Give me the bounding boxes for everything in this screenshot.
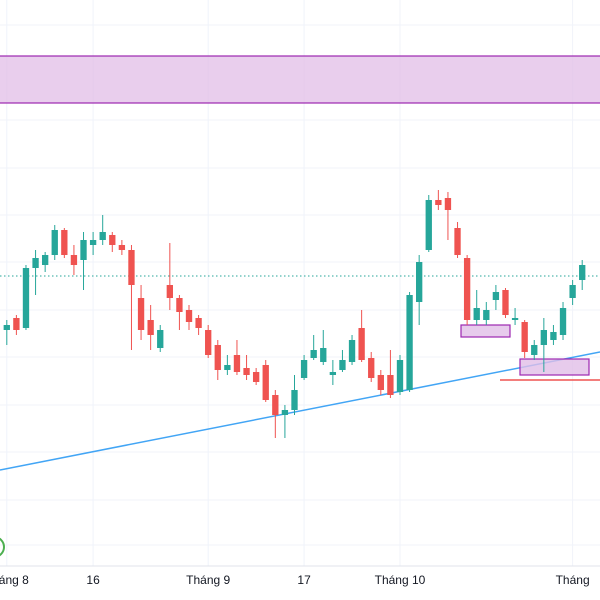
candle-body — [300, 360, 308, 378]
time-axis-labels: Tháng 8 16 Tháng 9 17 Tháng 10 Tháng — [0, 573, 590, 587]
candle-body — [329, 372, 337, 375]
resistance-zone — [0, 55, 600, 104]
candle-body — [463, 258, 471, 320]
candle-body — [550, 332, 557, 340]
x-tick-label: 17 — [297, 573, 311, 587]
candle-body — [137, 298, 145, 330]
candle-body — [406, 295, 413, 390]
candle-body — [502, 290, 509, 315]
candle-body — [473, 308, 480, 320]
candle-body — [368, 358, 375, 378]
x-tick-label: Tháng 8 — [0, 573, 29, 587]
candle-body — [89, 240, 97, 245]
candle-body — [109, 235, 116, 245]
candle-body — [128, 250, 135, 285]
candle-body — [387, 375, 394, 395]
candle-body — [214, 345, 221, 370]
horizontal-grid — [0, 24, 600, 546]
candle-body — [3, 325, 10, 330]
x-tick-label: Tháng 10 — [375, 573, 426, 587]
candle-body — [559, 308, 567, 335]
candle-body — [118, 245, 126, 250]
candle-body — [195, 318, 202, 328]
x-tick-label: Tháng 9 — [186, 573, 230, 587]
candle-body — [166, 285, 173, 298]
candle-body — [310, 350, 317, 358]
candle-body — [416, 262, 423, 302]
candle-body — [32, 258, 39, 268]
candle-body — [185, 310, 193, 322]
candle-body — [147, 320, 154, 335]
candles — [3, 190, 586, 438]
candle-body — [80, 240, 87, 260]
candle-body — [22, 268, 30, 328]
candle-body — [348, 340, 356, 362]
candle-body — [99, 232, 106, 240]
candle-body — [521, 322, 528, 352]
candle-body — [444, 198, 452, 210]
candle-body — [233, 355, 241, 372]
candle-body — [41, 255, 49, 265]
candle-body — [243, 368, 250, 375]
candle-body — [272, 395, 279, 415]
candle-body — [224, 365, 231, 370]
candle-body — [320, 348, 327, 362]
candle-body — [51, 230, 58, 255]
candle-body — [483, 310, 490, 320]
candle-body — [358, 328, 365, 360]
x-tick-label: 16 — [86, 573, 100, 587]
candle-body — [396, 360, 404, 392]
candle-body — [262, 365, 269, 400]
trend-line — [0, 351, 600, 471]
candle-body — [205, 330, 212, 355]
candle-body — [435, 200, 442, 205]
candle-body — [569, 285, 576, 298]
candle-body — [13, 318, 20, 330]
candle-body — [339, 360, 346, 370]
candle-body — [157, 330, 164, 348]
box-marker — [519, 358, 590, 376]
candle-body — [511, 318, 519, 320]
candle-body — [61, 230, 68, 255]
candle-body — [291, 390, 298, 410]
box-marker — [460, 324, 511, 338]
candle-body — [579, 265, 586, 280]
candle-body — [454, 228, 461, 255]
candle-body — [425, 200, 432, 250]
candle-body — [176, 298, 183, 312]
candle-body — [492, 292, 500, 300]
circle-marker — [0, 537, 5, 557]
candle-body — [281, 410, 289, 415]
candle-body — [377, 375, 384, 390]
candle-body — [70, 255, 78, 265]
x-tick-label: Tháng — [556, 573, 590, 587]
candle-body — [531, 345, 538, 355]
candle-body — [252, 372, 260, 382]
candle-body — [540, 330, 548, 345]
time-axis — [0, 566, 600, 600]
